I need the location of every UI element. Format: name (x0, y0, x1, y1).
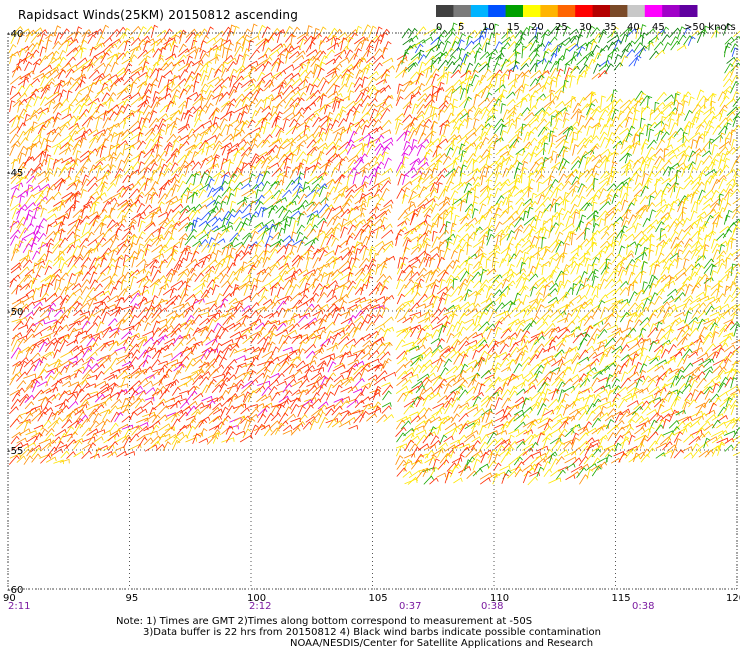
map-title: Rapidsact Winds(25KM) 20150812 ascending (18, 8, 299, 22)
colorbar-label: 35 (604, 22, 617, 33)
latitude-labels: -40 -45 -50 -55 -60 (7, 29, 23, 596)
wind-speed-colorbar: 0 5 10 15 20 25 30 35 40 45 >50 knots (436, 5, 736, 33)
time-label: 2:12 (249, 601, 271, 612)
colorbar-swatch (592, 5, 611, 17)
lon-label: 105 (369, 593, 388, 604)
lon-label: 115 (612, 593, 631, 604)
lon-label: 120 (726, 593, 740, 604)
note-line-1: Note: 1) Times are GMT 2)Times along bot… (116, 616, 533, 627)
map-border (7, 32, 738, 590)
wind-barbs-layer (8, 21, 740, 486)
colorbar-swatch (610, 5, 628, 17)
time-label: 0:38 (632, 601, 654, 612)
lat-label: -40 (7, 29, 23, 40)
colorbar-swatch (453, 5, 472, 17)
colorbar-label: 5 (458, 22, 464, 33)
lon-label: 90 (3, 593, 16, 604)
colorbar-label: 0 (436, 22, 442, 33)
map-frame (7, 32, 738, 590)
time-label: 2:11 (8, 601, 30, 612)
colorbar-labels: 0 5 10 15 20 25 30 35 40 45 >50 knots (436, 22, 736, 33)
colorbar-swatch (575, 5, 594, 17)
lat-label: -55 (7, 446, 23, 457)
lat-label: -60 (7, 585, 23, 596)
lat-label: -45 (7, 168, 23, 179)
colorbar-label: 15 (507, 22, 520, 33)
lon-label: 95 (126, 593, 139, 604)
lon-label: 100 (247, 593, 266, 604)
colorbar-label: 30 (579, 22, 592, 33)
grid-lines (7, 32, 738, 590)
lon-label: 110 (490, 593, 509, 604)
colorbar-swatch (436, 5, 454, 17)
colorbar-swatch (662, 5, 681, 17)
colorbar-label: 40 (627, 22, 640, 33)
colorbar-label: 45 (652, 22, 665, 33)
colorbar-swatch (488, 5, 507, 17)
colorbar-swatch (679, 5, 698, 17)
colorbar-label: 20 (531, 22, 544, 33)
colorbar-swatches (436, 5, 698, 17)
longitude-labels: 90 95 100 105 110 115 120 (3, 593, 740, 604)
time-label: 0:37 (399, 601, 421, 612)
colorbar-swatch (505, 5, 524, 17)
note-line-2: 3)Data buffer is 22 hrs from 20150812 4)… (143, 627, 601, 638)
colorbar-swatch (627, 5, 646, 17)
colorbar-swatch (557, 5, 576, 17)
colorbar-swatch (540, 5, 559, 17)
colorbar-label: 10 (482, 22, 495, 33)
note-line-3: NOAA/NESDIS/Center for Satellite Applica… (290, 638, 594, 649)
time-labels: 2:11 2:12 0:37 0:38 0:38 (8, 601, 654, 612)
time-label: 0:38 (481, 601, 503, 612)
colorbar-label: >50 knots (684, 22, 736, 33)
colorbar-swatch (470, 5, 489, 17)
lat-label: -50 (7, 307, 23, 318)
colorbar-swatch (523, 5, 541, 17)
colorbar-label: 25 (555, 22, 568, 33)
colorbar-swatch (644, 5, 663, 17)
